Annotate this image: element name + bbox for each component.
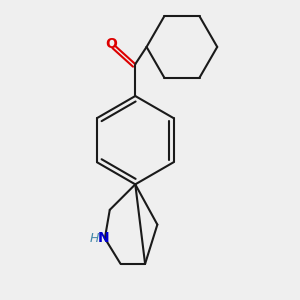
Text: O: O	[105, 37, 117, 50]
Text: H: H	[89, 232, 99, 245]
Text: N: N	[98, 231, 110, 245]
